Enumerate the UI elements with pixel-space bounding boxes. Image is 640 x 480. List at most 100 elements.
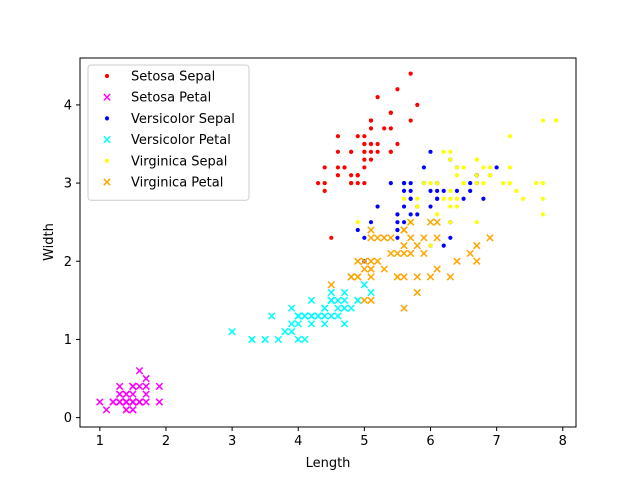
data-point — [435, 212, 440, 217]
data-point — [408, 71, 413, 76]
data-point — [368, 157, 374, 162]
data-point — [406, 234, 415, 242]
data-point — [294, 312, 302, 320]
legend-label: Virginica Sepal — [131, 154, 227, 169]
series-setosa-sepal — [315, 71, 420, 240]
data-point — [487, 173, 493, 178]
data-point — [122, 406, 131, 414]
data-point — [441, 188, 446, 194]
data-point — [454, 165, 460, 170]
x-tick-label: 6 — [426, 434, 434, 449]
data-point — [362, 157, 367, 162]
legend-marker — [103, 135, 111, 144]
data-point — [142, 374, 150, 383]
data-point — [268, 312, 276, 320]
data-point — [368, 220, 374, 225]
data-point — [135, 366, 144, 375]
data-point — [322, 180, 327, 186]
data-point — [355, 220, 360, 225]
data-point — [408, 180, 413, 186]
data-point — [129, 390, 137, 398]
data-point — [406, 218, 415, 226]
data-point — [468, 188, 473, 194]
data-point — [281, 327, 289, 336]
data-point — [373, 257, 382, 265]
legend-entry-virginica-petal: Virginica Petal — [103, 176, 223, 191]
data-point — [375, 141, 380, 147]
data-point — [287, 304, 296, 312]
y-tick-label: 1 — [64, 333, 72, 348]
legend-marker — [104, 116, 110, 121]
legend-label: Versicolor Petal — [131, 133, 231, 148]
data-point — [415, 196, 420, 201]
data-point — [441, 243, 446, 248]
data-point — [395, 235, 400, 240]
data-marks — [96, 71, 559, 414]
data-point — [335, 165, 341, 170]
data-point — [453, 257, 461, 265]
data-point — [329, 235, 334, 240]
data-point — [335, 173, 341, 178]
x-tick-label: 4 — [294, 434, 302, 449]
series-setosa-petal — [96, 366, 164, 414]
data-point — [507, 180, 512, 186]
data-point — [400, 304, 408, 312]
data-point — [122, 390, 131, 398]
data-point — [408, 118, 413, 123]
data-point — [375, 204, 380, 209]
data-point — [395, 227, 400, 233]
data-point — [448, 220, 453, 225]
data-point — [408, 196, 413, 201]
data-point — [360, 257, 369, 265]
data-point — [334, 296, 342, 305]
data-point — [368, 118, 374, 123]
data-point — [415, 204, 420, 209]
data-point — [400, 273, 408, 281]
x-tick-label: 2 — [162, 434, 170, 449]
data-point — [322, 165, 327, 170]
data-point — [454, 173, 460, 178]
data-point — [534, 180, 539, 186]
data-point — [129, 382, 137, 391]
data-point — [435, 188, 440, 194]
data-point — [354, 296, 362, 305]
data-point — [368, 141, 374, 147]
data-point — [155, 398, 164, 406]
data-point — [388, 126, 393, 131]
data-point — [448, 204, 453, 209]
series-virginica-petal — [327, 218, 494, 312]
data-point — [122, 398, 131, 406]
data-point — [413, 288, 422, 297]
data-point — [367, 226, 375, 234]
data-point — [135, 398, 144, 406]
x-axis-ticks: 1 2 3 4 5 6 7 8 — [96, 427, 567, 449]
data-point — [362, 134, 367, 139]
data-point — [129, 398, 137, 406]
data-point — [388, 110, 393, 115]
legend-marker — [104, 158, 110, 163]
data-point — [294, 335, 302, 344]
data-point — [421, 180, 426, 186]
data-point — [473, 257, 481, 265]
x-tick-label: 5 — [360, 434, 368, 449]
data-point — [129, 406, 137, 414]
data-point — [274, 335, 283, 344]
data-point — [315, 180, 321, 186]
data-point — [307, 320, 316, 328]
data-point — [102, 406, 111, 414]
data-point — [335, 149, 341, 154]
data-point — [540, 180, 546, 186]
data-point — [428, 243, 433, 248]
data-point — [415, 212, 420, 217]
data-point — [355, 173, 360, 178]
data-point — [401, 196, 407, 201]
data-point — [435, 196, 440, 201]
data-point — [142, 398, 150, 406]
data-point — [448, 157, 453, 162]
data-point — [446, 273, 455, 281]
data-point — [420, 234, 428, 242]
legend-marker — [103, 93, 111, 101]
data-point — [413, 241, 422, 250]
data-point — [375, 94, 380, 100]
data-point — [448, 188, 453, 194]
